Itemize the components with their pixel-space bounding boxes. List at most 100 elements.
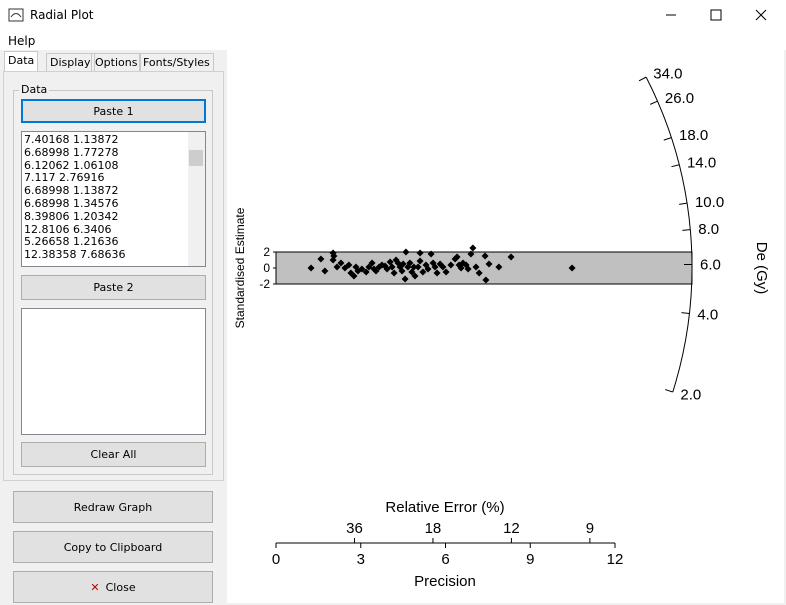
data-point	[398, 267, 406, 275]
data-point	[390, 269, 398, 277]
data-point	[469, 244, 477, 252]
arc-tick-label: 34.0	[653, 65, 682, 82]
data-point	[481, 252, 489, 260]
data-point	[451, 255, 459, 263]
y-tick-label: -2	[259, 277, 270, 291]
x-tick-label: 0	[272, 551, 280, 568]
x-axis-label: Precision	[414, 573, 476, 590]
data-point	[368, 259, 376, 267]
data-point	[307, 264, 315, 272]
data-point	[317, 255, 325, 263]
arc-tick-label: 26.0	[665, 90, 694, 107]
data-point	[410, 263, 418, 271]
list-item[interactable]: 7.40168 1.13872	[24, 133, 119, 146]
data-point	[427, 250, 435, 258]
x2-tick-label: 9	[586, 520, 594, 537]
data-point	[507, 253, 515, 261]
x-tick-label: 9	[526, 551, 534, 568]
list-item[interactable]: 8.39806 1.20342	[24, 209, 119, 223]
scrollbar[interactable]	[188, 132, 205, 266]
data-point	[411, 272, 419, 280]
data-list[interactable]: 7.40168 1.13872 6.68998 1.77278 6.12062 1.…	[21, 131, 206, 267]
data-point	[414, 263, 422, 271]
app-icon	[8, 8, 24, 22]
list-item[interactable]: 12.38358 7.68636	[24, 248, 126, 262]
data-point	[447, 261, 455, 269]
menu-bar: Help	[0, 30, 786, 50]
arc-tick	[664, 389, 673, 393]
clear-button[interactable]: Clear All	[21, 442, 206, 467]
data-point	[433, 269, 441, 277]
arc-tick-label: 10.0	[695, 194, 724, 211]
data-point	[406, 259, 414, 267]
data-point	[424, 265, 432, 273]
data-point	[431, 263, 439, 271]
redraw-button[interactable]: Redraw Graph	[13, 491, 213, 523]
arc-axis	[645, 76, 693, 393]
data-point	[329, 256, 337, 264]
y-axis-label: Standardised Estimate	[233, 207, 247, 328]
list-item[interactable]: 6.12062 1.06108	[24, 158, 119, 172]
data-point	[401, 275, 409, 283]
arc-tick-label: 2.0	[680, 386, 701, 403]
data-point	[383, 265, 391, 273]
data-point	[475, 269, 483, 277]
window-controls[interactable]	[650, 0, 786, 30]
list-item[interactable]: 6.68998 1.34576	[24, 196, 119, 210]
list-item[interactable]: 7.117 2.76916	[24, 171, 105, 185]
x2-axis-label: Relative Error (%)	[385, 499, 504, 516]
data-point	[345, 261, 353, 269]
data-point	[362, 268, 370, 276]
data-point	[333, 263, 341, 271]
group-label: Data	[19, 83, 50, 96]
data-point	[482, 276, 490, 284]
x2-tick-label: 12	[503, 520, 520, 537]
menu-help[interactable]: Help	[8, 34, 36, 48]
arc-tick-label: 6.0	[700, 256, 721, 273]
x-tick-label: 6	[441, 551, 449, 568]
tab[interactable]: Display	[46, 53, 95, 71]
y-tick-label: 2	[263, 245, 270, 259]
data-point	[416, 249, 424, 257]
data-point	[358, 265, 366, 273]
data-point	[402, 248, 410, 256]
data-point	[337, 259, 345, 267]
close-button[interactable]: ✕ Close	[13, 571, 213, 603]
data-point	[416, 257, 424, 265]
data-point	[442, 268, 450, 276]
arc-tick	[649, 100, 658, 105]
arc-tick-label: 4.0	[697, 306, 718, 323]
x-tick-label: 12	[607, 551, 624, 568]
data-point	[365, 263, 373, 271]
data-point	[372, 267, 380, 275]
x2-tick-label: 36	[346, 520, 363, 537]
data-point	[350, 272, 358, 280]
y-tick-label: 0	[263, 261, 270, 275]
list-item[interactable]: 12.8106 6.3406	[24, 222, 112, 236]
data-point	[485, 260, 493, 268]
tab-page	[3, 71, 224, 481]
data-point	[388, 263, 396, 271]
close-label: Close	[105, 580, 136, 594]
data-point	[495, 263, 503, 271]
data-point	[472, 263, 480, 271]
arc-tick	[679, 202, 688, 205]
x2-tick-label: 18	[425, 520, 442, 537]
data-list-2[interactable]	[21, 308, 206, 435]
data-point	[457, 264, 465, 272]
paste2-button[interactable]: Paste 2	[21, 275, 206, 300]
tab[interactable]: Fonts/Styles	[139, 53, 214, 71]
list-item[interactable]: 5.26658 1.21636	[24, 235, 119, 249]
copy-button[interactable]: Copy to Clipboard	[13, 531, 213, 563]
arc-axis-label: De (Gy)	[753, 242, 770, 295]
group-box	[13, 90, 213, 475]
arc-tick	[663, 137, 672, 141]
tab[interactable]: Options	[91, 53, 142, 71]
list-item[interactable]: 6.68998 1.13872	[24, 184, 119, 198]
arc-tick	[671, 164, 680, 168]
tab[interactable]: Data	[4, 51, 39, 71]
list-item[interactable]: 6.68998 1.77278	[24, 145, 119, 159]
paste1-button[interactable]: Paste 1	[21, 99, 206, 123]
data-point	[439, 263, 447, 271]
